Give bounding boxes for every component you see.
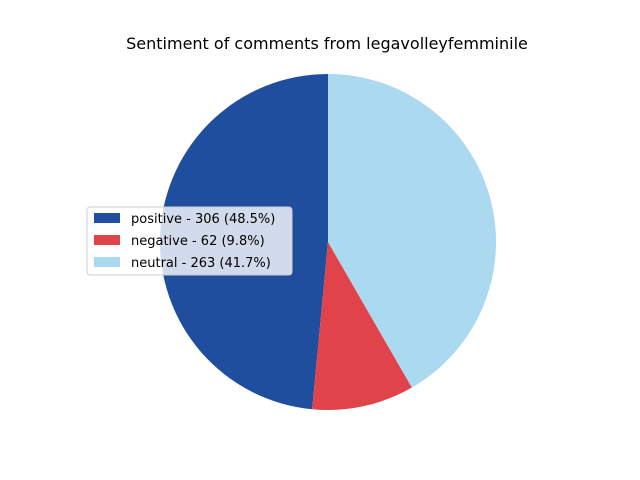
chart-title: Sentiment of comments from legavolleyfem…: [126, 34, 528, 53]
legend-swatch-neutral: [94, 257, 120, 267]
pie-slice-negative: [312, 242, 412, 411]
pie-slice-neutral: [328, 74, 496, 388]
legend-swatch-negative: [94, 235, 120, 245]
legend-label-negative: negative - 62 (9.8%): [131, 234, 265, 249]
legend-box: [86, 206, 293, 276]
legend-label-neutral: neutral - 263 (41.7%): [131, 256, 271, 271]
legend-label-positive: positive - 306 (48.5%): [131, 212, 275, 227]
legend-swatch-positive: [94, 213, 120, 223]
legend: positive - 306 (48.5%) negative - 62 (9.8…: [86, 206, 293, 276]
legend-items: positive - 306 (48.5%) negative - 62 (9.8…: [94, 212, 275, 271]
